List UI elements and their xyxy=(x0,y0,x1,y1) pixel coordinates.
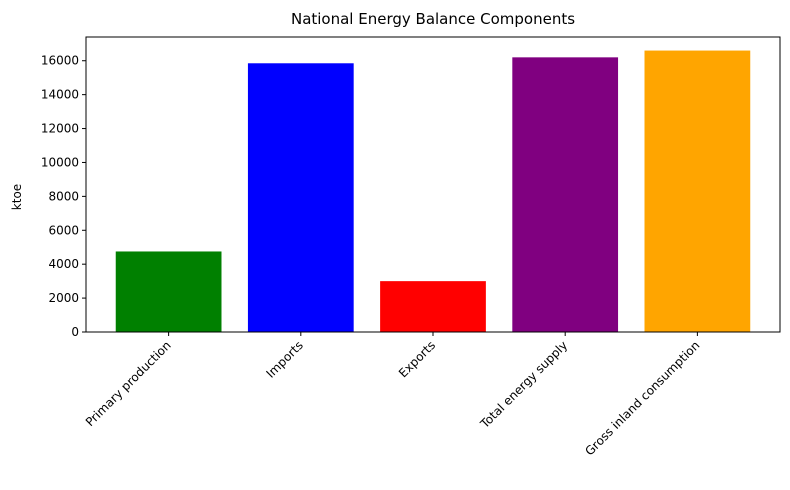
y-tick-label: 8000 xyxy=(48,189,79,203)
y-tick-label: 12000 xyxy=(41,122,79,136)
bar-2 xyxy=(380,281,486,332)
y-axis: 0 2000 4000 6000 8000 10000 12000 14000 16000 xyxy=(41,54,86,339)
y-tick-label: 16000 xyxy=(41,54,79,68)
bar-0 xyxy=(115,251,222,332)
x-tick-label: Primary production xyxy=(83,338,174,429)
x-axis: Primary production Imports Exports Total en… xyxy=(83,332,703,458)
bar-1 xyxy=(247,63,354,332)
y-tick-label: 6000 xyxy=(48,223,79,237)
y-tick-label: 2000 xyxy=(48,291,79,305)
chart-title: National Energy Balance Components xyxy=(291,10,575,28)
x-tick-label: Total energy supply xyxy=(477,338,570,431)
y-tick-label: 4000 xyxy=(48,257,79,271)
bar-4 xyxy=(644,50,751,333)
x-tick-label: Gross inland consumption xyxy=(582,338,702,458)
bar-3 xyxy=(512,57,619,333)
x-tick-label: Imports xyxy=(263,338,305,380)
y-tick-label: 10000 xyxy=(41,155,79,169)
x-tick-label: Exports xyxy=(396,338,438,380)
y-tick-label: 0 xyxy=(71,325,79,339)
plot-frame xyxy=(85,36,781,333)
y-axis-label: ktoe xyxy=(10,184,24,210)
y-tick-label: 14000 xyxy=(41,88,79,102)
bars-group xyxy=(115,50,751,333)
